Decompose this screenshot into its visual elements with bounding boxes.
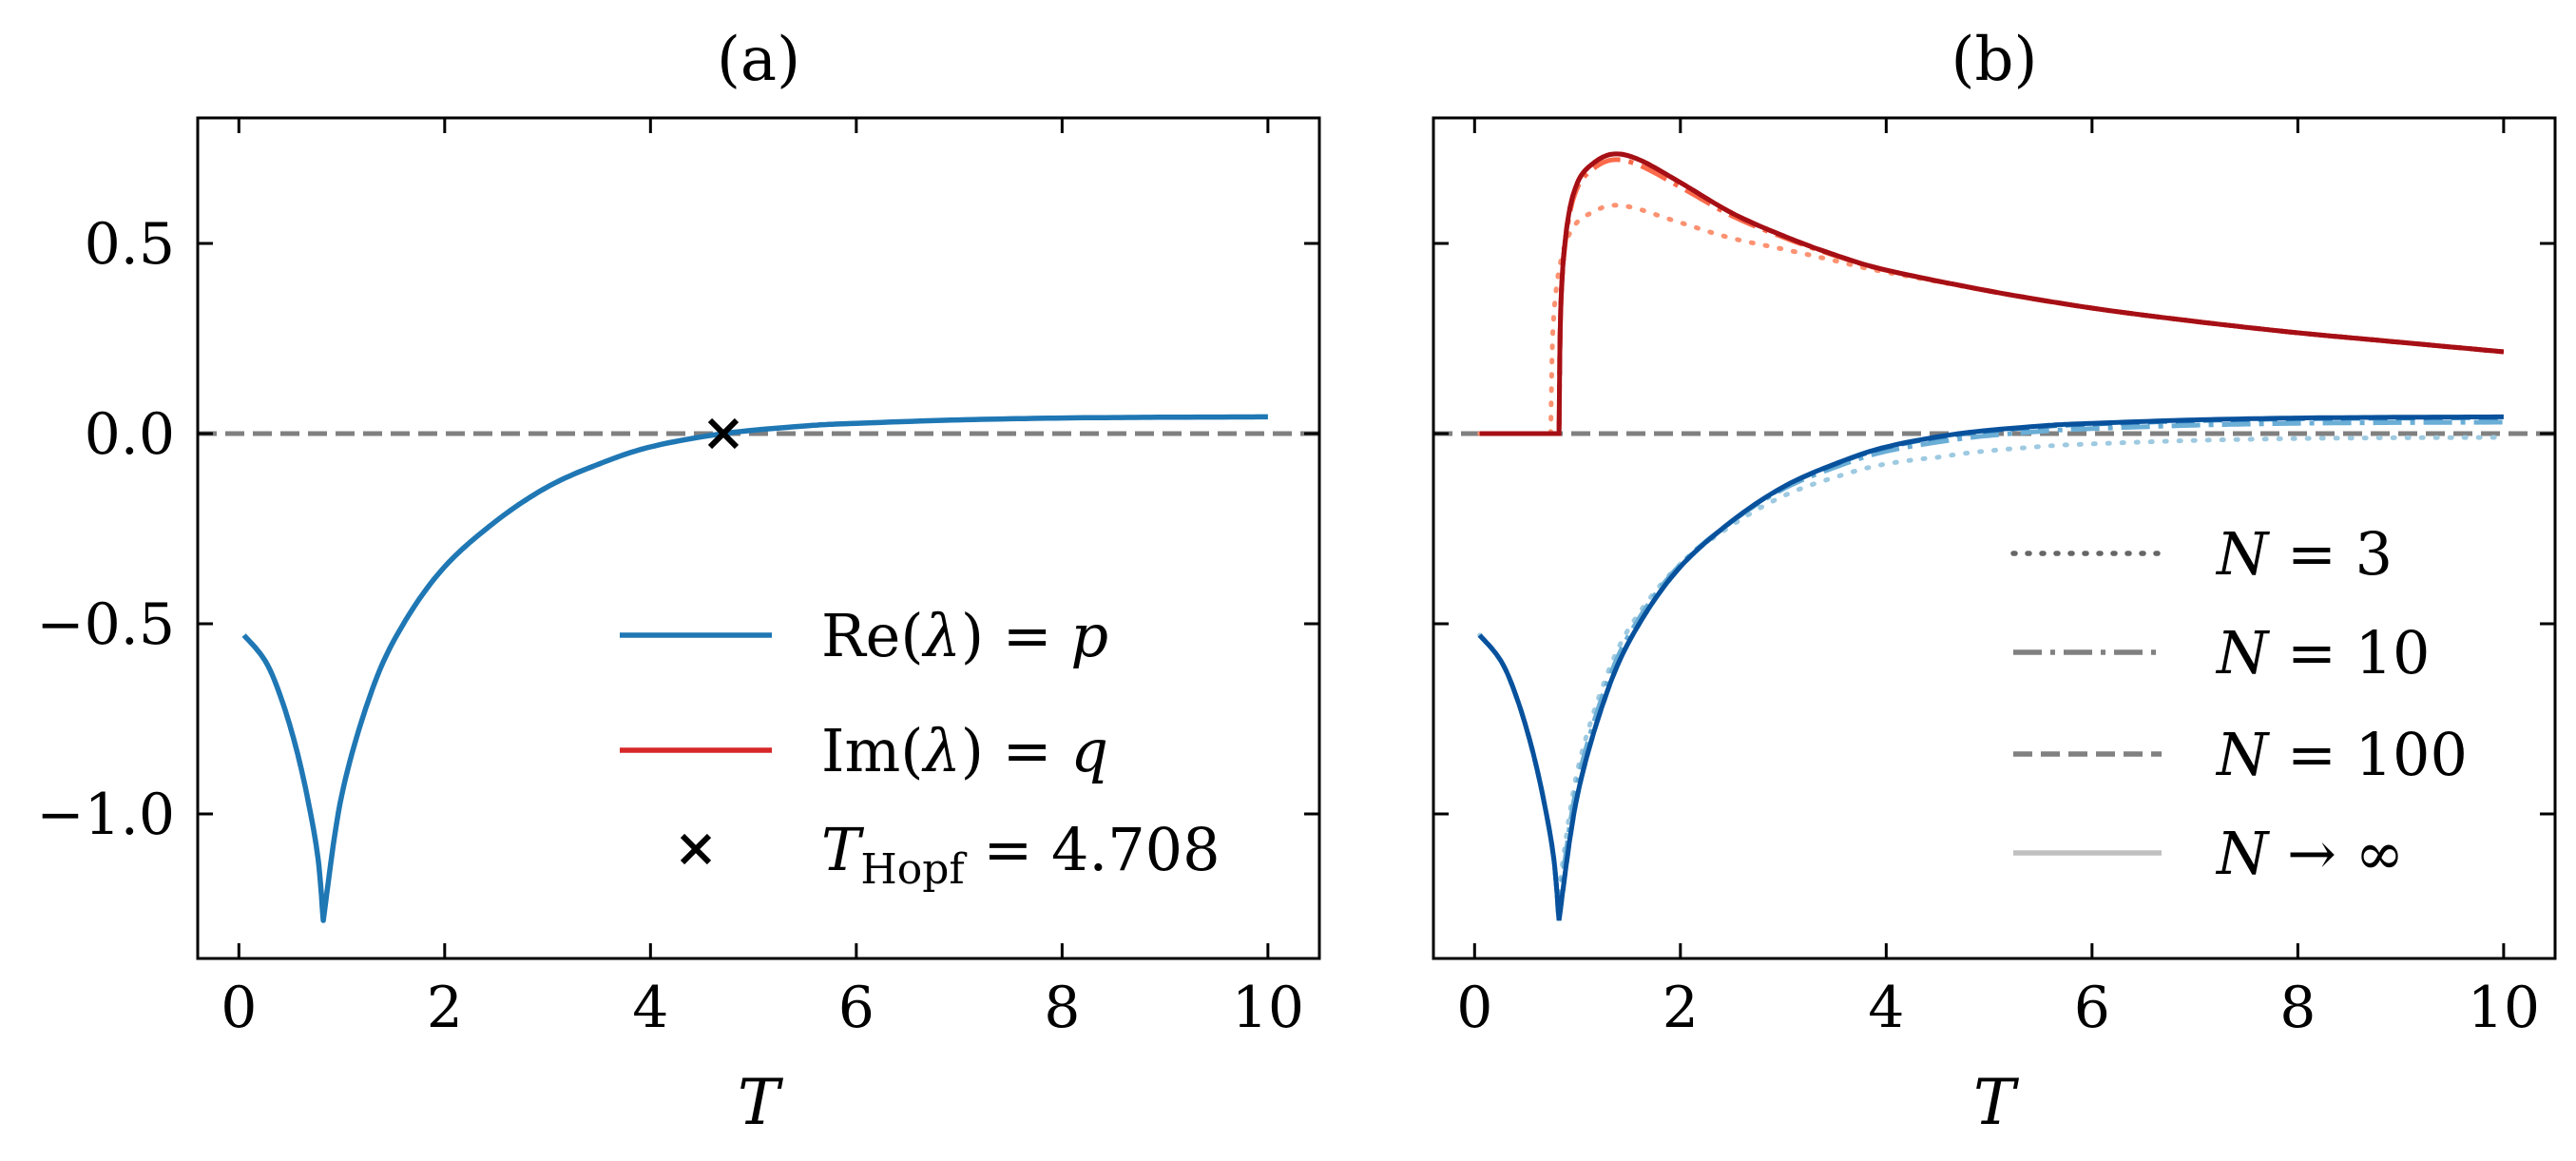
y-tick-label: 0.5 [85, 211, 175, 278]
panel-title: (a) [717, 25, 800, 95]
legend-label: N = 3 [2215, 519, 2393, 589]
axes-frame [1432, 116, 2557, 960]
series-re-3 [1477, 414, 2504, 921]
x-tick-label: 4 [1868, 975, 1904, 1041]
panel-a: (a) 0 2 4 6 8 10 0.5 0.0 −0.5 −1.0 T Re(λ) = p Im(λ) … [36, 25, 1321, 1139]
x-tick-label: 0 [221, 975, 257, 1041]
legend-label: Re(λ) = p [821, 601, 1108, 670]
plot-area [1477, 151, 2507, 921]
x-tick-label: 8 [2279, 975, 2316, 1041]
x-tick-label: 8 [1044, 975, 1080, 1041]
legend-label: Im(λ) = q [821, 716, 1108, 785]
y-tick-label: −0.5 [36, 591, 175, 658]
series-re-lambda [241, 414, 1268, 923]
legend-label: THopf = 4.708 [821, 815, 1221, 894]
y-tick-label: −1.0 [36, 782, 175, 848]
y-tick-label: 0.0 [85, 401, 175, 468]
x-tick-label: 4 [632, 975, 668, 1041]
axes-frame [196, 116, 1321, 960]
series-im-3 [1479, 151, 2505, 436]
x-tick-label: 10 [1232, 975, 1304, 1041]
legend-label: N → ∞ [2215, 819, 2404, 888]
x-axis-label: T [1973, 1066, 2020, 1139]
legend-label: N = 100 [2215, 720, 2468, 789]
plot-area [241, 414, 1268, 923]
x-tick-label: 2 [1663, 975, 1699, 1041]
series-im-1 [1479, 157, 2505, 436]
panel-b: (b) 0 2 4 6 8 10 T N = 3 N = 10 N = 100 N → ∞ [1432, 25, 2557, 1139]
legend-label: N = 10 [2215, 618, 2431, 687]
x-tick-label: 0 [1456, 975, 1492, 1041]
x-tick-label: 6 [838, 975, 875, 1041]
legend-marker [680, 833, 712, 865]
panel-title: (b) [1951, 25, 2038, 95]
series-im-0 [1477, 203, 2507, 436]
x-tick-label: 2 [427, 975, 463, 1041]
x-tick-label: 6 [2074, 975, 2110, 1041]
x-tick-label: 10 [2468, 975, 2540, 1041]
hopf-marker [707, 417, 740, 450]
x-axis-label: T [738, 1066, 784, 1139]
